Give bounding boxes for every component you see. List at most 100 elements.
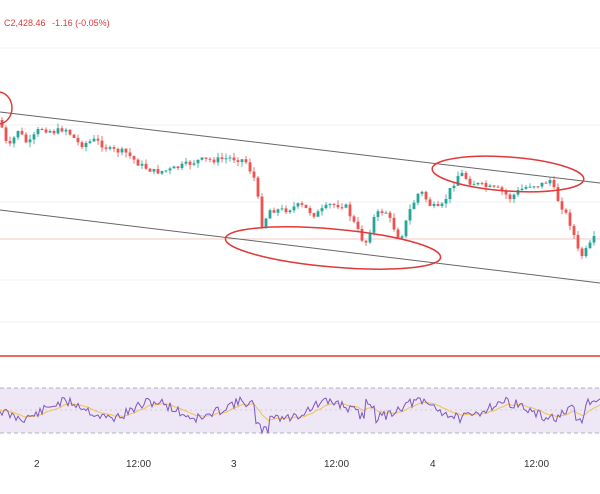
candle-body (216, 157, 220, 163)
candle-body (512, 194, 516, 200)
candle-body (452, 185, 456, 189)
candle-body (544, 182, 548, 184)
candle-body (568, 212, 572, 226)
candle-body (80, 142, 84, 148)
touch-ellipse-upper[interactable] (431, 152, 585, 197)
candle-body (492, 185, 496, 187)
candle-body (128, 152, 132, 157)
x-tick: 2 (34, 459, 40, 470)
candle-body (236, 160, 240, 163)
candle-body (8, 140, 12, 144)
candle-body (108, 147, 112, 149)
candle-body (172, 166, 176, 169)
candle-body (136, 159, 140, 166)
candle-body (36, 128, 40, 135)
candle-body (392, 217, 396, 230)
candle-body (428, 199, 432, 206)
candle-body (352, 216, 356, 222)
candle-body (260, 196, 264, 228)
candle-body (4, 127, 8, 141)
channel-lower-line[interactable] (0, 209, 600, 284)
candle-body (548, 179, 552, 184)
candle-body (256, 177, 260, 197)
candle-body (592, 236, 596, 243)
candle-body (240, 159, 244, 163)
candle-body (124, 148, 128, 153)
candle-body (504, 191, 508, 195)
candle-body (52, 130, 56, 134)
candle-body (580, 248, 584, 257)
candle-body (520, 188, 524, 191)
candle-body (28, 139, 32, 143)
candle-body (440, 203, 444, 207)
candle-body (20, 130, 24, 135)
x-tick: 4 (430, 459, 436, 470)
candle-body (248, 162, 252, 172)
candle-body (244, 159, 248, 163)
candle-body (420, 191, 424, 194)
candle-body (476, 182, 480, 185)
candle-body (204, 157, 208, 159)
candle-body (72, 134, 76, 138)
candle-body (176, 166, 180, 169)
candle-body (116, 148, 120, 153)
channel-upper-line[interactable] (0, 111, 600, 184)
candle-body (328, 204, 332, 206)
candle-body (584, 248, 588, 257)
candle-body (156, 169, 160, 174)
candle-body (84, 142, 88, 148)
touch-ellipse-lower[interactable] (224, 220, 442, 277)
candle-body (264, 218, 268, 228)
candle-body (56, 128, 60, 134)
candle-body (196, 159, 200, 164)
candle-body (368, 232, 372, 243)
candle-body (348, 204, 352, 217)
candle-body (48, 130, 52, 133)
candle-body (184, 161, 188, 164)
candle-body (576, 234, 580, 249)
candle-body (324, 204, 328, 209)
candle-body (104, 147, 108, 149)
rsi-band (0, 388, 600, 433)
touch-ellipse-left[interactable] (0, 91, 13, 125)
candle-body (160, 171, 164, 174)
candle-body (552, 179, 556, 188)
gridlines (0, 47, 600, 323)
candle-body (336, 204, 340, 208)
candle-body (60, 128, 64, 132)
candle-body (92, 138, 96, 142)
candle-body (500, 187, 504, 192)
price-legend: C2,428.46 -1.16 (-0.05%) (4, 18, 114, 28)
candle-body (516, 190, 520, 195)
candle-body (564, 209, 568, 213)
candle-body (200, 157, 204, 160)
candle-body (100, 140, 104, 148)
candle-body (480, 182, 484, 184)
candle-body (308, 207, 312, 214)
candle-body (312, 213, 316, 217)
candle-body (144, 163, 148, 169)
candle-body (356, 221, 360, 229)
candle-body (572, 225, 576, 235)
candle-body (488, 185, 492, 187)
candle-body (280, 208, 284, 210)
candle-body (424, 191, 428, 200)
candle-body (316, 211, 320, 217)
candle-body (396, 229, 400, 239)
candle-body (536, 186, 540, 188)
close-value: C2,428.46 (4, 18, 46, 28)
candle-body (180, 163, 184, 169)
candle-body (272, 210, 276, 213)
candle-body (76, 137, 80, 143)
candle-body (484, 182, 488, 187)
candle-body (252, 171, 256, 178)
candle-body (436, 204, 440, 207)
candle-body (508, 194, 512, 200)
candle-body (16, 130, 20, 138)
candle-body (224, 158, 228, 160)
candle-body (376, 211, 380, 218)
candle-body (96, 138, 100, 141)
candle-body (12, 137, 16, 144)
candle-body (388, 212, 392, 218)
